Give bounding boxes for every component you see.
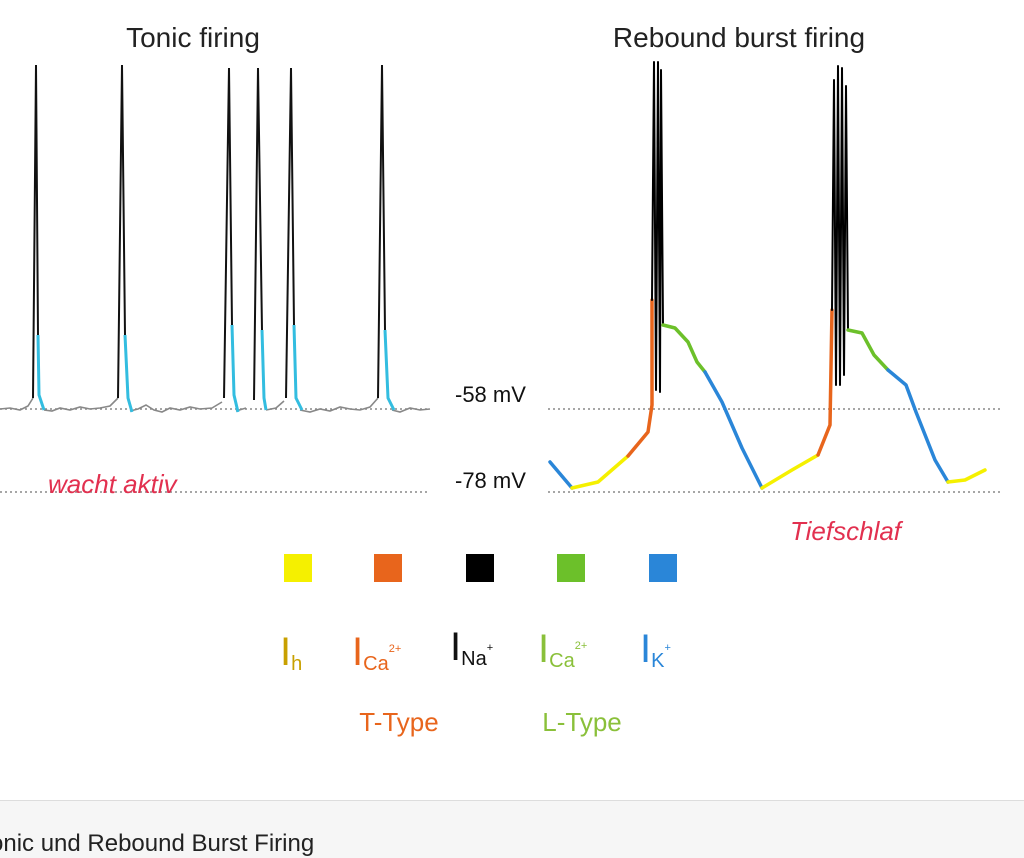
tonic-spikes (32, 64, 386, 401)
tonic-repol-4 (260, 329, 268, 411)
legend-type-t: T-Type (359, 707, 438, 737)
figure-caption: onic und Rebound Burst Firing (0, 830, 315, 857)
tonic-spike-1 (32, 64, 39, 399)
tonic-repol-1 (36, 334, 46, 411)
tonic-repol-2 (123, 334, 134, 413)
legend-swatch-na (466, 554, 494, 582)
tonic-repol-5 (292, 324, 304, 411)
burst-h-segment-1 (570, 454, 630, 490)
burst-k-segment-start (548, 460, 574, 490)
tonic-spike-5 (285, 67, 295, 399)
legend-label-k: IK+ (640, 627, 671, 672)
burst-na-segment-2 (831, 65, 849, 386)
tonic-spike-4 (253, 67, 263, 401)
tonic-repolarizations (36, 324, 396, 413)
legend-swatch-k (649, 554, 677, 582)
legend-label-h: Ih (280, 630, 302, 675)
tonic-baseline-trace (0, 397, 431, 413)
legend-swatch-h (284, 554, 312, 582)
legend-label-na: INa+ (450, 625, 493, 670)
rebound-burst-title: Rebound burst firing (613, 22, 865, 53)
burst-h-segment-2 (760, 453, 820, 490)
rebound-burst-trace (548, 61, 987, 490)
voltage-label-58mv: -58 mV (455, 382, 526, 407)
legend-current-labels: Ih ICa2+ INa+ ICa2+ IK+ (280, 625, 671, 675)
burst-lca-segment-1 (661, 323, 707, 374)
legend-swatches (284, 554, 677, 582)
legend-label-ca-t: ICa2+ (352, 630, 401, 675)
handwritten-note-deep-sleep: Tiefschlaf (790, 516, 904, 546)
firing-diagram: Tonic firing Rebound burst firing -58 mV… (0, 22, 1000, 737)
legend-swatch-ca-l (557, 554, 585, 582)
tonic-firing-title: Tonic firing (126, 22, 260, 53)
caption-bar: onic und Rebound Burst Firing (0, 800, 1024, 858)
tonic-spike-6 (377, 64, 386, 399)
handwritten-note-awake: wacht aktiv (48, 469, 179, 499)
burst-k-segment-1 (703, 370, 764, 490)
tonic-spike-2 (117, 64, 126, 399)
burst-h-segment-3 (946, 468, 987, 484)
legend-type-l: L-Type (542, 707, 622, 737)
legend-swatch-ca-t (374, 554, 402, 582)
burst-tca-segment-1 (626, 298, 654, 458)
legend-label-ca-l: ICa2+ (538, 627, 587, 672)
burst-tca-segment-2 (816, 308, 834, 457)
voltage-label-78mv: -78 mV (455, 468, 526, 493)
tonic-repol-6 (383, 329, 396, 411)
tonic-spike-3 (223, 67, 233, 399)
tonic-repol-3 (230, 324, 240, 413)
burst-na-segment-1 (651, 61, 664, 393)
burst-lca-segment-2 (846, 328, 890, 372)
burst-k-segment-2 (886, 368, 950, 484)
